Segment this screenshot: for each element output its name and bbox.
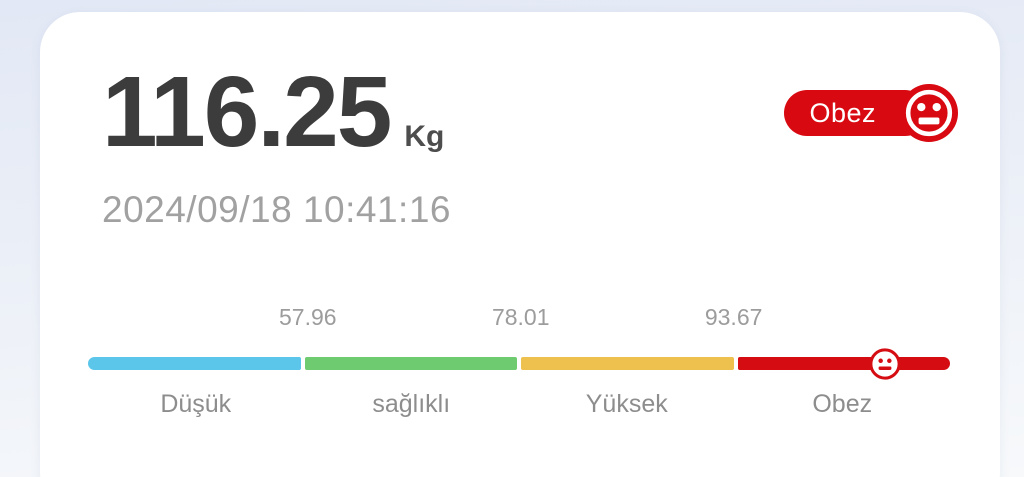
gauge-segment-labels: Düşük sağlıklı Yüksek Obez <box>88 390 950 419</box>
gauge-thresholds: 57.96 78.01 93.67 <box>88 304 950 330</box>
gauge-segment-healthy <box>304 357 517 370</box>
weight-reading: 116.25 Kg <box>102 62 444 162</box>
weight-range-gauge: 57.96 78.01 93.67 Düşük sağlıklı Yüksek … <box>88 304 950 419</box>
gauge-segment-obese <box>737 357 950 370</box>
neutral-face-icon <box>900 84 958 142</box>
status-badge: Obez <box>784 84 958 142</box>
gauge-segment-high <box>521 357 734 370</box>
threshold-value: 57.96 <box>279 304 337 330</box>
threshold-value: 93.67 <box>704 304 763 330</box>
segment-label-obese: Obez <box>812 390 873 418</box>
status-badge-label: Obez <box>809 97 876 128</box>
threshold-value: 78.01 <box>491 304 550 330</box>
segment-label-low: Düşük <box>160 390 232 418</box>
segment-label-high: Yüksek <box>585 390 668 418</box>
gauge-bar-segments <box>88 357 950 370</box>
weight-value: 116.25 <box>102 56 392 168</box>
gauge-bar <box>88 347 950 380</box>
measurement-card: 116.25 Kg 2024/09/18 10:41:16 Obez 57.96… <box>40 12 1000 477</box>
segment-label-healthy: sağlıklı <box>372 390 451 418</box>
gauge-marker-neutral-face-icon <box>869 347 901 380</box>
gauge-segment-low <box>88 357 301 370</box>
weight-unit: Kg <box>404 120 445 153</box>
measurement-timestamp: 2024/09/18 10:41:16 <box>102 189 451 230</box>
